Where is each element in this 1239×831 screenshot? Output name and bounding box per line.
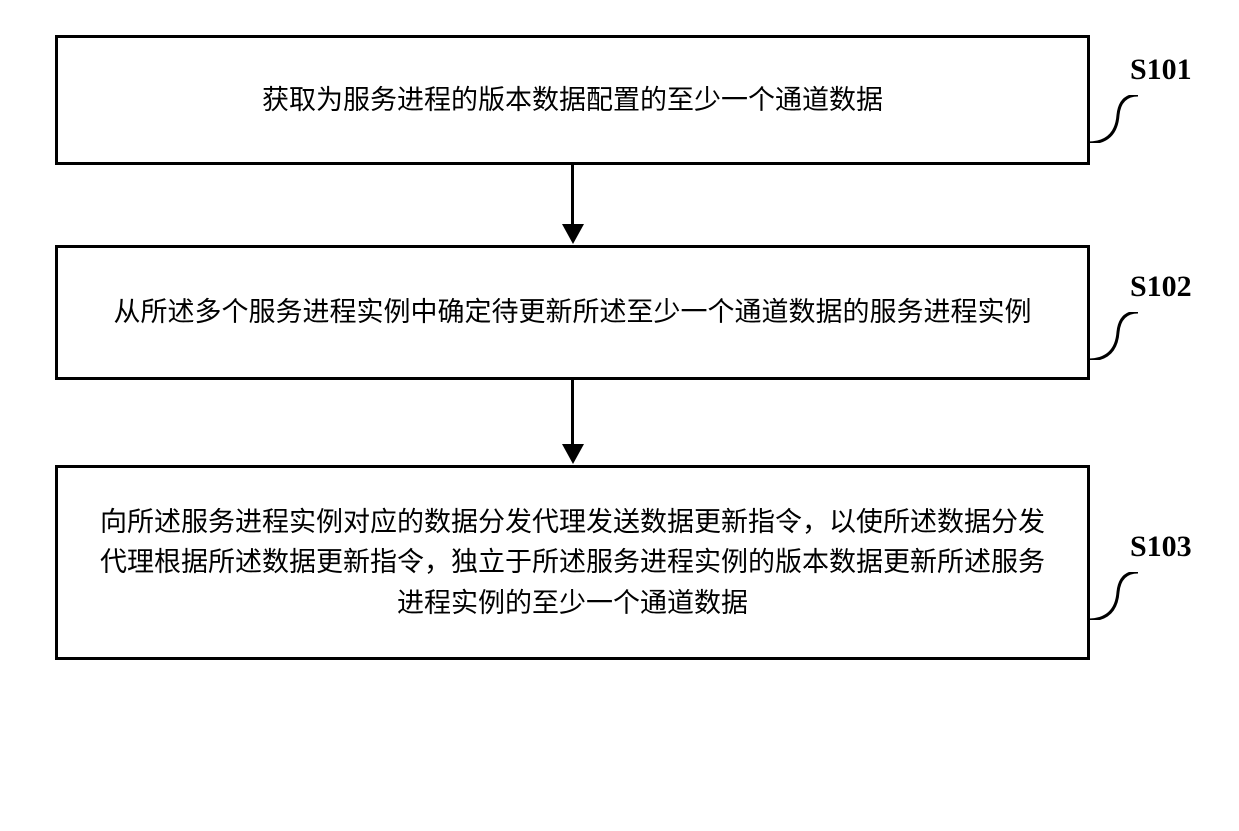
step-text-s101: 获取为服务进程的版本数据配置的至少一个通道数据 bbox=[262, 80, 883, 121]
step-row-1: 获取为服务进程的版本数据配置的至少一个通道数据 S101 bbox=[55, 35, 1195, 165]
step-box-s102: 从所述多个服务进程实例中确定待更新所述至少一个通道数据的服务进程实例 bbox=[55, 245, 1090, 380]
label-connector-s102 bbox=[1088, 312, 1138, 360]
step-row-2: 从所述多个服务进程实例中确定待更新所述至少一个通道数据的服务进程实例 S102 bbox=[55, 245, 1195, 380]
label-connector-s103 bbox=[1088, 572, 1138, 620]
flowchart-container: 获取为服务进程的版本数据配置的至少一个通道数据 S101 从所述多个服务进程实例… bbox=[55, 35, 1195, 660]
arrow-1 bbox=[562, 165, 584, 245]
connector-2 bbox=[55, 380, 1090, 465]
step-label-s103: S103 bbox=[1130, 530, 1192, 564]
step-box-s103: 向所述服务进程实例对应的数据分发代理发送数据更新指令，以使所述数据分发代理根据所… bbox=[55, 465, 1090, 660]
step-label-s102: S102 bbox=[1130, 270, 1192, 304]
arrow-2 bbox=[562, 380, 584, 465]
step-text-s102: 从所述多个服务进程实例中确定待更新所述至少一个通道数据的服务进程实例 bbox=[114, 292, 1032, 333]
step-label-s101: S101 bbox=[1130, 53, 1192, 87]
connector-1 bbox=[55, 165, 1090, 245]
label-connector-s101 bbox=[1088, 95, 1138, 143]
arrow-head-2 bbox=[562, 444, 584, 464]
step-text-s103: 向所述服务进程实例对应的数据分发代理发送数据更新指令，以使所述数据分发代理根据所… bbox=[98, 502, 1047, 624]
step-box-s101: 获取为服务进程的版本数据配置的至少一个通道数据 bbox=[55, 35, 1090, 165]
arrow-head-1 bbox=[562, 224, 584, 244]
arrow-line-2 bbox=[571, 380, 574, 445]
arrow-line-1 bbox=[571, 165, 574, 225]
step-row-3: 向所述服务进程实例对应的数据分发代理发送数据更新指令，以使所述数据分发代理根据所… bbox=[55, 465, 1195, 660]
